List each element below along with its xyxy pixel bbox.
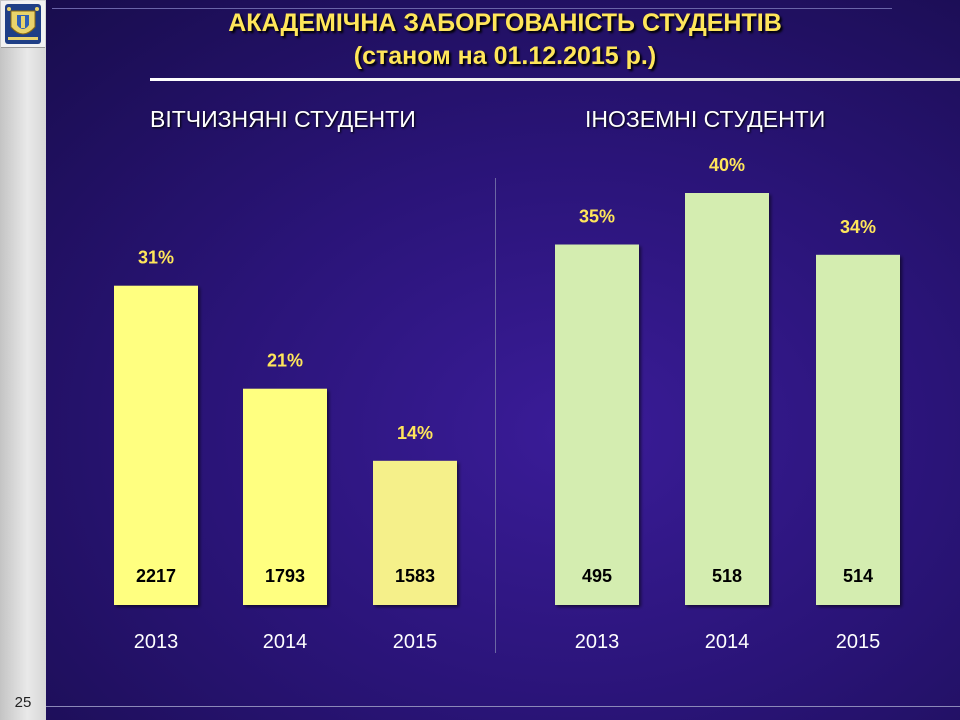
foreign-percent-label-2013: 35% — [579, 207, 615, 227]
foreign-value-label-2013: 495 — [582, 566, 612, 586]
slide-title: АКАДЕМІЧНА ЗАБОРГОВАНІСТЬ СТУДЕНТІВ — [228, 9, 782, 37]
slide-subtitle: (станом на 01.12.2015 р.) — [353, 42, 657, 70]
page-number: 25 — [14, 694, 32, 711]
foreign-value-label-2015: 514 — [843, 566, 873, 586]
left-sidebar-strip — [0, 0, 46, 720]
foreign-year-label-2014: 2014 — [705, 631, 750, 653]
domestic-year-label-2013: 2013 — [134, 631, 179, 653]
university-crest-icon — [5, 4, 41, 44]
foreign-bar-2013 — [555, 244, 639, 605]
domestic-chart-title: ВІТЧИЗНЯНІ СТУДЕНТИ — [150, 106, 416, 132]
domestic-value-label-2013: 2217 — [136, 566, 176, 586]
foreign-value-label-2014: 518 — [712, 566, 742, 586]
domestic-value-label-2015: 1583 — [395, 566, 435, 586]
chart-divider — [495, 178, 496, 653]
logo-panel — [1, 1, 45, 48]
foreign-percent-label-2014: 40% — [709, 155, 745, 175]
domestic-year-label-2014: 2014 — [263, 631, 308, 653]
bottom-rule — [46, 706, 960, 707]
title-underline — [150, 78, 960, 81]
foreign-year-label-2013: 2013 — [575, 631, 620, 653]
foreign-year-label-2015: 2015 — [836, 631, 881, 653]
domestic-percent-label-2014: 21% — [267, 351, 303, 371]
domestic-bar-2015 — [373, 460, 457, 605]
foreign-chart-title: ІНОЗЕМНІ СТУДЕНТИ — [585, 106, 826, 132]
domestic-percent-label-2013: 31% — [138, 248, 174, 268]
foreign-percent-label-2015: 34% — [840, 217, 876, 237]
domestic-value-label-2014: 1793 — [265, 566, 305, 586]
foreign-bar-2014 — [685, 193, 769, 605]
domestic-bar-2014 — [243, 388, 327, 605]
domestic-bar-2013 — [114, 285, 198, 605]
domestic-year-label-2015: 2015 — [393, 631, 438, 653]
foreign-bar-2015 — [816, 254, 900, 606]
domestic-percent-label-2015: 14% — [397, 423, 433, 443]
top-rule — [52, 8, 892, 9]
